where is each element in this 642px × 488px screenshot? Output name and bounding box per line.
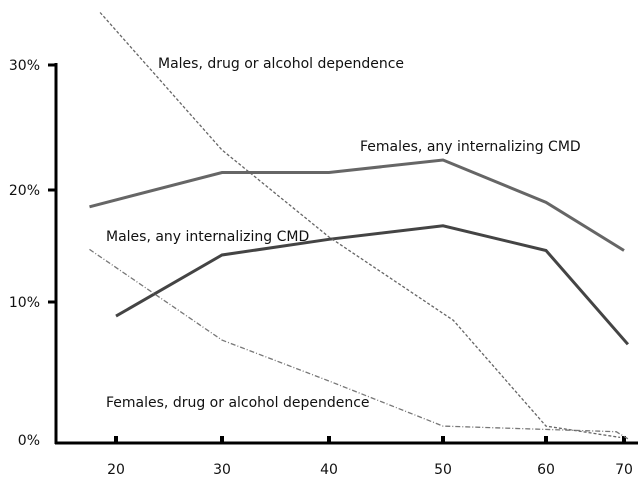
series-line-2 bbox=[115, 224, 630, 346]
y-tick-label: 0% bbox=[18, 433, 40, 449]
y-tick-label: 30% bbox=[9, 58, 40, 74]
label-females-internalizing: Females, any internalizing CMD bbox=[360, 139, 581, 155]
x-tick-label: 60 bbox=[537, 462, 555, 478]
label-males-drug: Males, drug or alcohol dependence bbox=[158, 56, 404, 72]
label-females-drug: Females, drug or alcohol dependence bbox=[106, 395, 370, 411]
y-tick-label: 10% bbox=[9, 295, 40, 311]
series-lines bbox=[89, 12, 630, 440]
series-line-3 bbox=[99, 12, 621, 439]
series-labels: Males, drug or alcohol dependence Female… bbox=[106, 56, 581, 411]
x-tick-label: 40 bbox=[320, 462, 338, 478]
x-tick-label: 30 bbox=[213, 462, 231, 478]
series-line-1 bbox=[89, 158, 625, 252]
x-tick-label: 70 bbox=[615, 462, 633, 478]
series-line-4 bbox=[89, 248, 629, 440]
x-tick-label: 20 bbox=[107, 462, 125, 478]
axes: 0% 10% 20% 30% 20 30 40 50 60 70 bbox=[9, 58, 638, 478]
x-tick-label: 50 bbox=[434, 462, 452, 478]
y-tick-label: 20% bbox=[9, 183, 40, 199]
label-males-internalizing: Males, any internalizing CMD bbox=[106, 229, 309, 245]
